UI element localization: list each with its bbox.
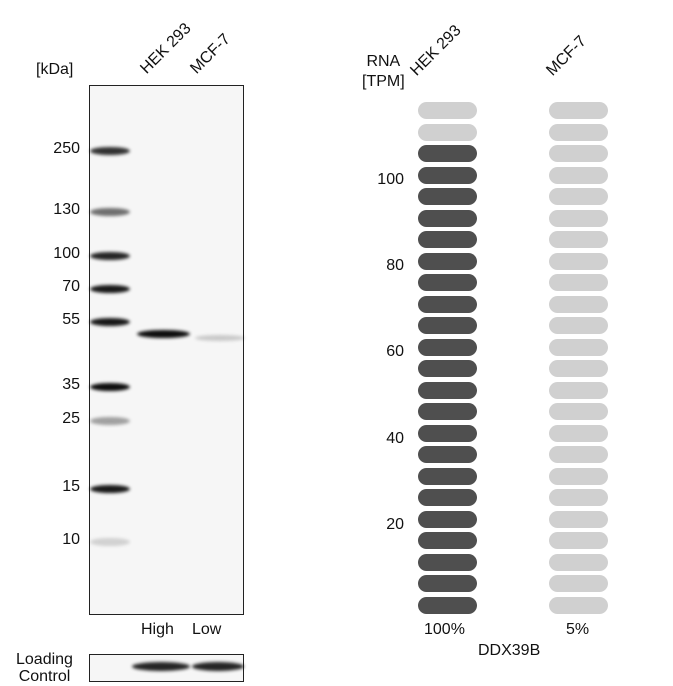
- loading-band-hek293: [132, 662, 190, 671]
- rna-bar-segment: [549, 489, 608, 506]
- rna-bar-segment: [418, 295, 477, 313]
- rna-bar-segment: [549, 575, 608, 592]
- ytick-100: 100: [377, 171, 404, 188]
- lane-label-hek293: HEK 293: [137, 19, 195, 78]
- rna-bar-segment: [418, 446, 477, 463]
- rna-bar-segment: [549, 553, 608, 571]
- rna-bar-segment: [418, 252, 477, 270]
- rna-bar-segment: [549, 166, 608, 184]
- ladder-band-250: [90, 147, 130, 155]
- rna-bar-segment: [549, 510, 608, 528]
- rna-bar-segment: [418, 467, 477, 485]
- rna-bar-segment: [418, 274, 477, 291]
- rna-bar-segment: [549, 446, 608, 463]
- rna-axis-label: RNA [TPM]: [362, 52, 405, 92]
- kda-unit-label: [kDa]: [36, 61, 74, 78]
- ytick-40: 40: [386, 429, 404, 447]
- ladder-band-70: [90, 285, 130, 293]
- ladder-band-130: [90, 208, 130, 216]
- loading-control-label: Loading Control: [16, 651, 73, 685]
- sample-band-1: [195, 335, 245, 341]
- rna-bar-segment: [418, 209, 477, 227]
- marker-label-250: 250: [53, 140, 80, 157]
- rna-bar-segment: [549, 102, 608, 119]
- rna-bar-segment: [418, 575, 477, 592]
- marker-label-15: 15: [62, 478, 80, 495]
- marker-label-25: 25: [62, 410, 80, 427]
- rna-bar-segment: [549, 231, 608, 248]
- loading-control-blot: [89, 654, 244, 682]
- rna-bar-segment: [549, 295, 608, 313]
- rna-axis-label-line2: [TPM]: [362, 73, 405, 90]
- percent-label-hek293: 100%: [424, 621, 465, 638]
- marker-label-10: 10: [62, 531, 80, 548]
- rna-bar-segment: [549, 209, 608, 227]
- level-label-high: High: [141, 621, 174, 638]
- rna-bar-segment: [418, 145, 477, 162]
- rna-bar-segment: [549, 381, 608, 399]
- rna-bar-segment: [418, 338, 477, 356]
- rna-bar-segment: [418, 489, 477, 506]
- rna-bar-segment: [549, 532, 608, 549]
- rna-category-hek293: HEK 293: [407, 21, 465, 80]
- ladder-band-100: [90, 252, 130, 260]
- ladder-band-25: [90, 417, 130, 425]
- rna-axis-label-line1: RNA: [366, 53, 401, 70]
- gene-name: DDX39B: [478, 642, 541, 659]
- ladder-band-55: [90, 318, 130, 326]
- western-blot: [89, 85, 245, 615]
- loading-control-line1: Loading: [16, 651, 73, 668]
- rna-bar-segment: [418, 596, 477, 614]
- rna-bar-segment: [549, 360, 608, 377]
- marker-label-130: 130: [53, 201, 80, 218]
- rna-bar-segment: [549, 403, 608, 420]
- ytick-60: 60: [386, 343, 404, 361]
- loading-band-mcf7: [192, 662, 244, 671]
- rna-bar-segment: [418, 123, 477, 141]
- rna-bar-segment: [418, 403, 477, 420]
- rna-bar-segment: [418, 553, 477, 571]
- loading-control-line2: Control: [18, 668, 71, 685]
- ladder-band-35: [90, 383, 130, 391]
- rna-bar-segment: [549, 145, 608, 162]
- rna-bar-segment: [418, 510, 477, 528]
- rna-bar-segment: [549, 252, 608, 270]
- rna-bar-segment: [418, 360, 477, 377]
- rna-bar-segment: [549, 596, 608, 614]
- rna-bar-segment: [549, 424, 608, 442]
- percent-label-mcf7: 5%: [566, 621, 590, 638]
- rna-bar-segment: [549, 274, 608, 291]
- ytick-20: 20: [386, 515, 404, 533]
- ladder-band-15: [90, 485, 130, 493]
- rna-bar-segment: [418, 317, 477, 334]
- rna-bar-segment: [418, 166, 477, 184]
- marker-label-70: 70: [62, 278, 80, 295]
- marker-label-55: 55: [62, 311, 80, 328]
- rna-bar-segment: [418, 532, 477, 549]
- marker-label-35: 35: [62, 376, 80, 393]
- rna-category-mcf7: MCF-7: [543, 32, 590, 80]
- marker-label-100: 100: [53, 245, 80, 262]
- rna-bar-segment: [418, 188, 477, 205]
- ytick-80: 80: [386, 257, 404, 275]
- rna-bar-segment: [549, 317, 608, 334]
- sample-band-0: [137, 330, 190, 338]
- rna-bar-segment: [418, 231, 477, 248]
- rna-bar-segment: [418, 381, 477, 399]
- rna-bar-segment: [549, 338, 608, 356]
- rna-bar-segment: [418, 102, 477, 119]
- rna-bar-segment: [549, 123, 608, 141]
- rna-bar-segment: [549, 467, 608, 485]
- rna-bar-segment: [418, 424, 477, 442]
- rna-bar-segment: [549, 188, 608, 205]
- level-label-low: Low: [192, 621, 222, 638]
- lane-label-mcf7: MCF-7: [187, 30, 234, 78]
- ladder-band-10: [90, 538, 130, 546]
